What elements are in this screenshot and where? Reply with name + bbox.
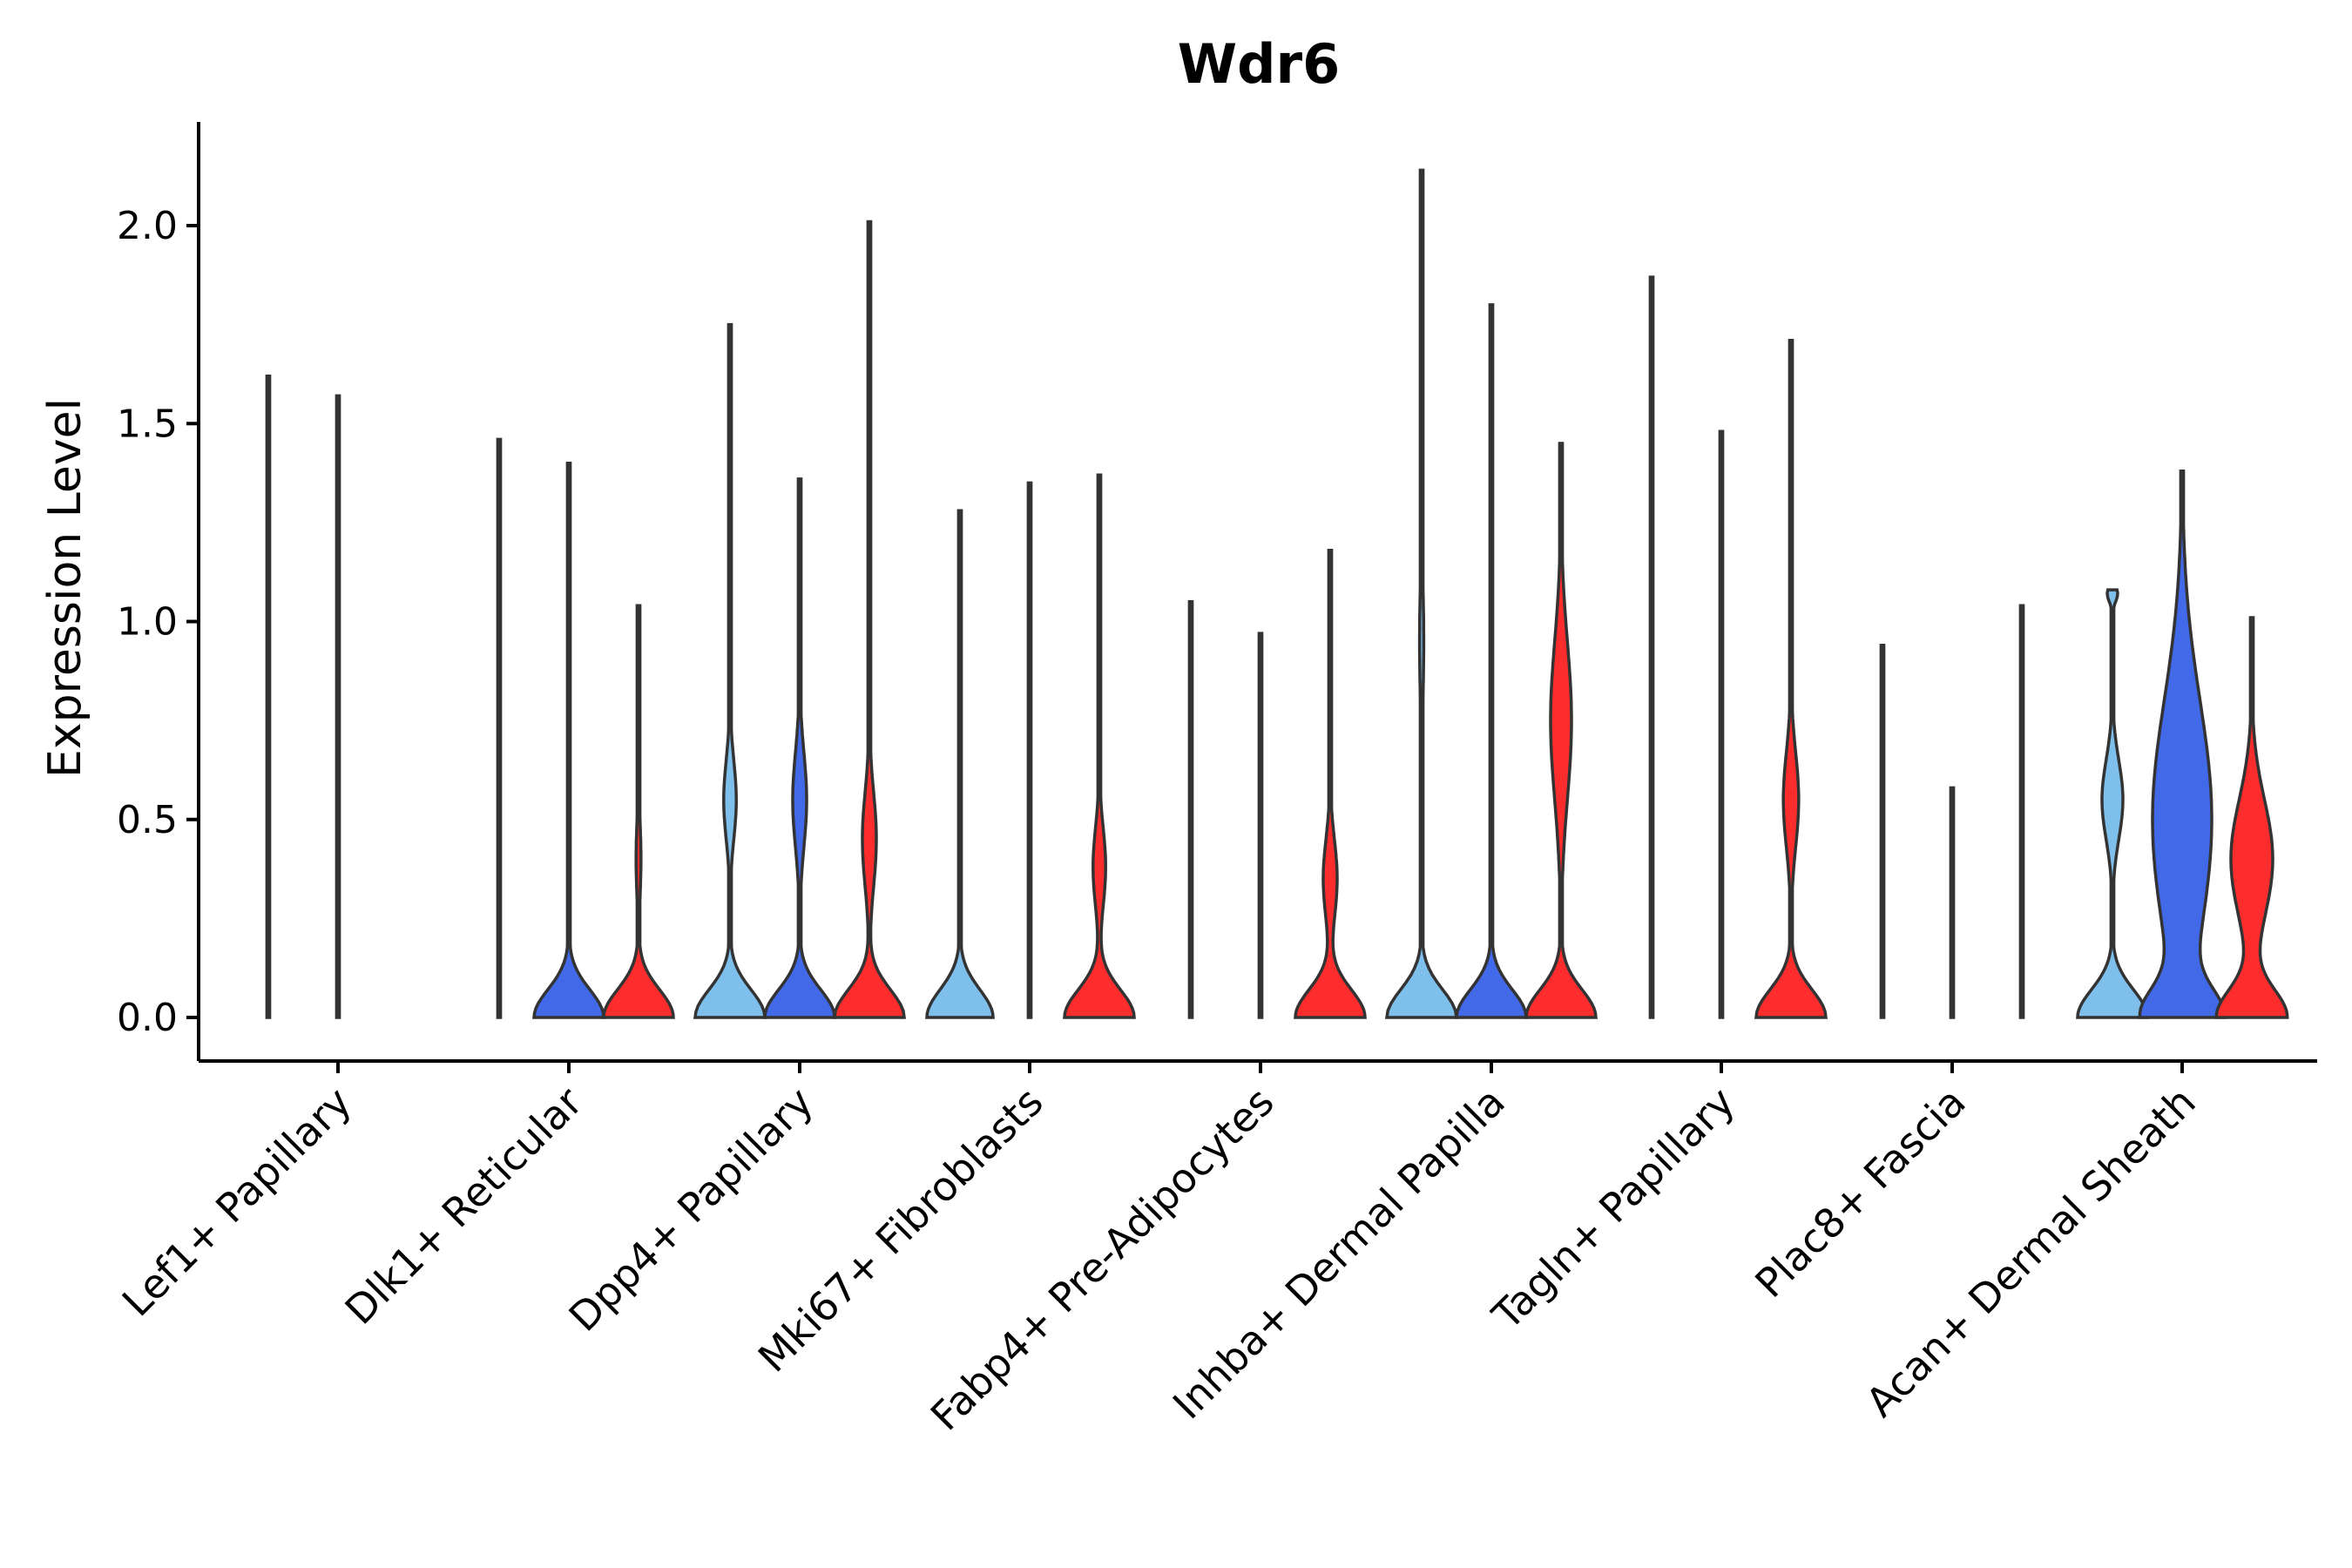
y-tick-label: 2.0 — [117, 204, 178, 248]
violin-7-series-2 — [1718, 429, 1725, 1019]
violin-8-series-2 — [1949, 786, 1956, 1019]
x-tick-label: Plac8+ Fascia — [1746, 1078, 1974, 1307]
x-tick-label: Dlk1+ Reticular — [336, 1078, 591, 1334]
y-tick-label: 1.0 — [117, 600, 178, 645]
violin-6-series-1 — [1384, 168, 1459, 1019]
violin-9-series-3 — [2214, 616, 2289, 1019]
violin-2-series-3 — [602, 604, 675, 1019]
y-tick-label: 1.5 — [117, 402, 178, 446]
violin-9-series-1 — [2076, 588, 2149, 1019]
y-tick-label: 0.0 — [117, 996, 178, 1040]
violin-2-series-1 — [496, 437, 503, 1019]
x-tick-label: Tagln+ Papillary — [1483, 1078, 1744, 1340]
violin-2-series-2 — [532, 461, 605, 1019]
violin-9-series-2 — [2138, 470, 2227, 1019]
violin-5-series-3 — [1294, 548, 1367, 1019]
violin-4-series-1 — [925, 509, 995, 1019]
y-tick-label: 0.5 — [117, 798, 178, 842]
violin-4-series-3 — [1063, 473, 1136, 1019]
x-tick-label: Lef1+ Papillary — [113, 1078, 361, 1326]
violin-8-series-1 — [1879, 644, 1886, 1019]
violin-7-series-1 — [1648, 275, 1655, 1019]
x-tick-label: Dpp4+ Papillary — [560, 1078, 822, 1341]
violin-3-series-2 — [763, 477, 836, 1019]
violin-5-series-1 — [1187, 600, 1194, 1019]
chart-title: Wdr6 — [1178, 32, 1340, 96]
violin-4-series-2 — [1026, 481, 1033, 1019]
y-axis: 0.0 0.5 1.0 1.5 2.0 — [117, 122, 200, 1061]
violin-6-series-3 — [1524, 442, 1598, 1019]
violin-8-series-3 — [2018, 604, 2025, 1019]
violin-6-series-2 — [1455, 303, 1528, 1019]
violin-7-series-3 — [1754, 339, 1828, 1019]
violin-3-series-1 — [693, 322, 767, 1019]
violin-5-series-2 — [1257, 632, 1264, 1019]
violin-layer — [265, 168, 2289, 1019]
y-axis-label: Expression Level — [39, 398, 91, 778]
violin-3-series-3 — [832, 220, 907, 1019]
violin-1-series-1 — [265, 374, 272, 1019]
violin-1-series-2 — [335, 394, 341, 1019]
